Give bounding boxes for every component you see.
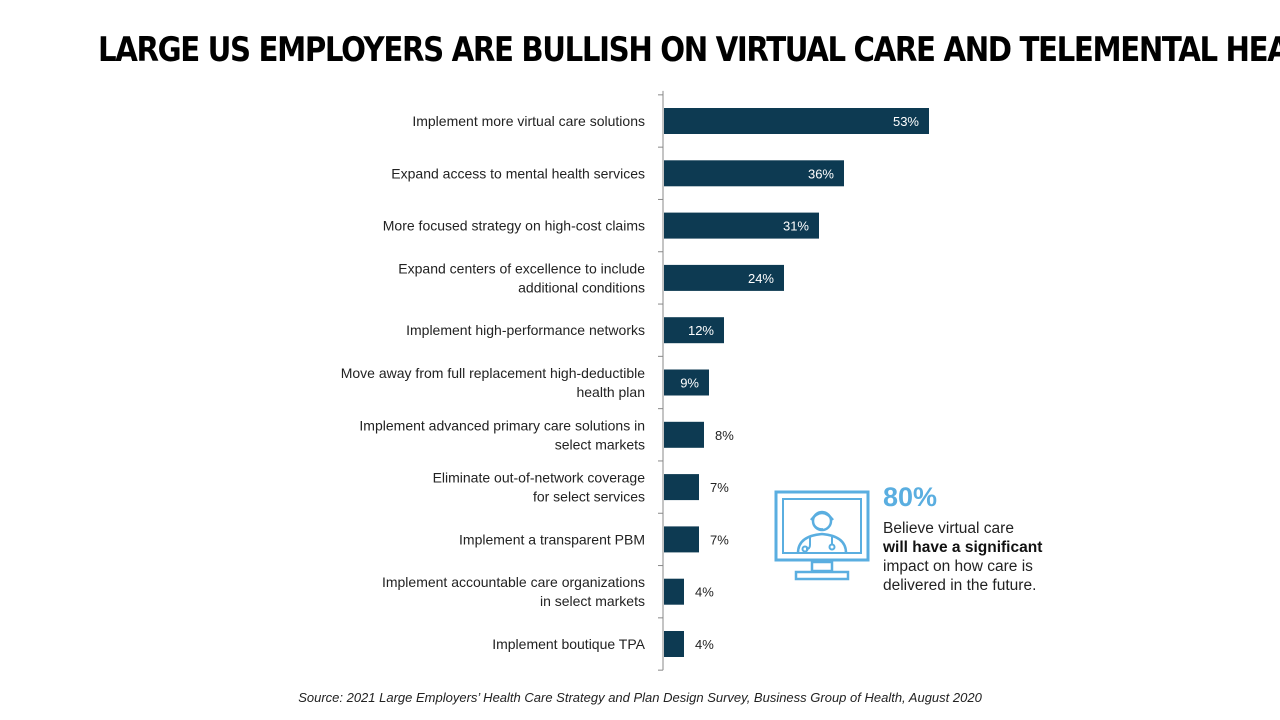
data-label: 24% bbox=[748, 271, 774, 286]
category-label: Eliminate out-of-network coverage bbox=[433, 470, 646, 486]
stat-text-plain-1: Believe virtual care bbox=[883, 520, 1014, 537]
stat-text-plain-2: impact on how care is delivered in the f… bbox=[883, 558, 1037, 594]
stat-description: Believe virtual care will have a signific… bbox=[883, 519, 1073, 595]
data-label: 8% bbox=[715, 428, 734, 443]
data-label: 12% bbox=[688, 323, 714, 338]
bar bbox=[664, 317, 724, 344]
category-label: in select markets bbox=[540, 593, 645, 609]
category-label: for select services bbox=[533, 489, 645, 505]
bar bbox=[664, 212, 819, 239]
category-label: select markets bbox=[555, 436, 645, 452]
category-label: Implement more virtual care solutions bbox=[412, 113, 645, 129]
bar bbox=[664, 264, 784, 291]
data-label: 7% bbox=[710, 532, 729, 547]
category-label: additional conditions bbox=[518, 279, 645, 295]
category-label: Implement boutique TPA bbox=[492, 636, 645, 652]
data-label: 4% bbox=[695, 585, 714, 600]
bar bbox=[664, 578, 684, 605]
bar bbox=[664, 631, 684, 657]
stat-callout: 80% Believe virtual care will have a sign… bbox=[774, 482, 1074, 595]
data-label: 36% bbox=[808, 166, 834, 181]
bar bbox=[664, 421, 704, 448]
category-label: Move away from full replacement high-ded… bbox=[341, 365, 645, 381]
bar bbox=[664, 160, 844, 187]
source-note: Source: 2021 Large Employers’ Health Car… bbox=[298, 690, 982, 705]
data-label: 9% bbox=[680, 376, 699, 391]
stat-text-bold: will have a significant bbox=[883, 539, 1043, 556]
bar bbox=[664, 108, 929, 134]
bar bbox=[664, 474, 699, 501]
category-label: Expand centers of excellence to include bbox=[398, 260, 645, 276]
data-label: 4% bbox=[695, 637, 714, 652]
category-label: More focused strategy on high-cost claim… bbox=[383, 218, 645, 234]
data-label: 53% bbox=[893, 114, 919, 129]
page-title: LARGE US EMPLOYERS ARE BULLISH ON VIRTUA… bbox=[98, 30, 1280, 70]
data-label: 7% bbox=[710, 480, 729, 495]
category-label: health plan bbox=[576, 384, 645, 400]
category-label: Implement a transparent PBM bbox=[459, 531, 645, 547]
bar bbox=[664, 526, 699, 553]
stat-value: 80% bbox=[883, 482, 938, 512]
telehealth-monitor-icon bbox=[774, 490, 870, 581]
data-label: 31% bbox=[783, 219, 809, 234]
category-label: Expand access to mental health services bbox=[391, 165, 645, 181]
category-label: Implement accountable care organizations bbox=[382, 574, 645, 590]
category-label: Implement advanced primary care solution… bbox=[359, 417, 645, 433]
category-label: Implement high-performance networks bbox=[406, 322, 645, 338]
bar bbox=[664, 369, 709, 396]
bar-chart: Implement more virtual care solutions Exp… bbox=[341, 90, 929, 671]
